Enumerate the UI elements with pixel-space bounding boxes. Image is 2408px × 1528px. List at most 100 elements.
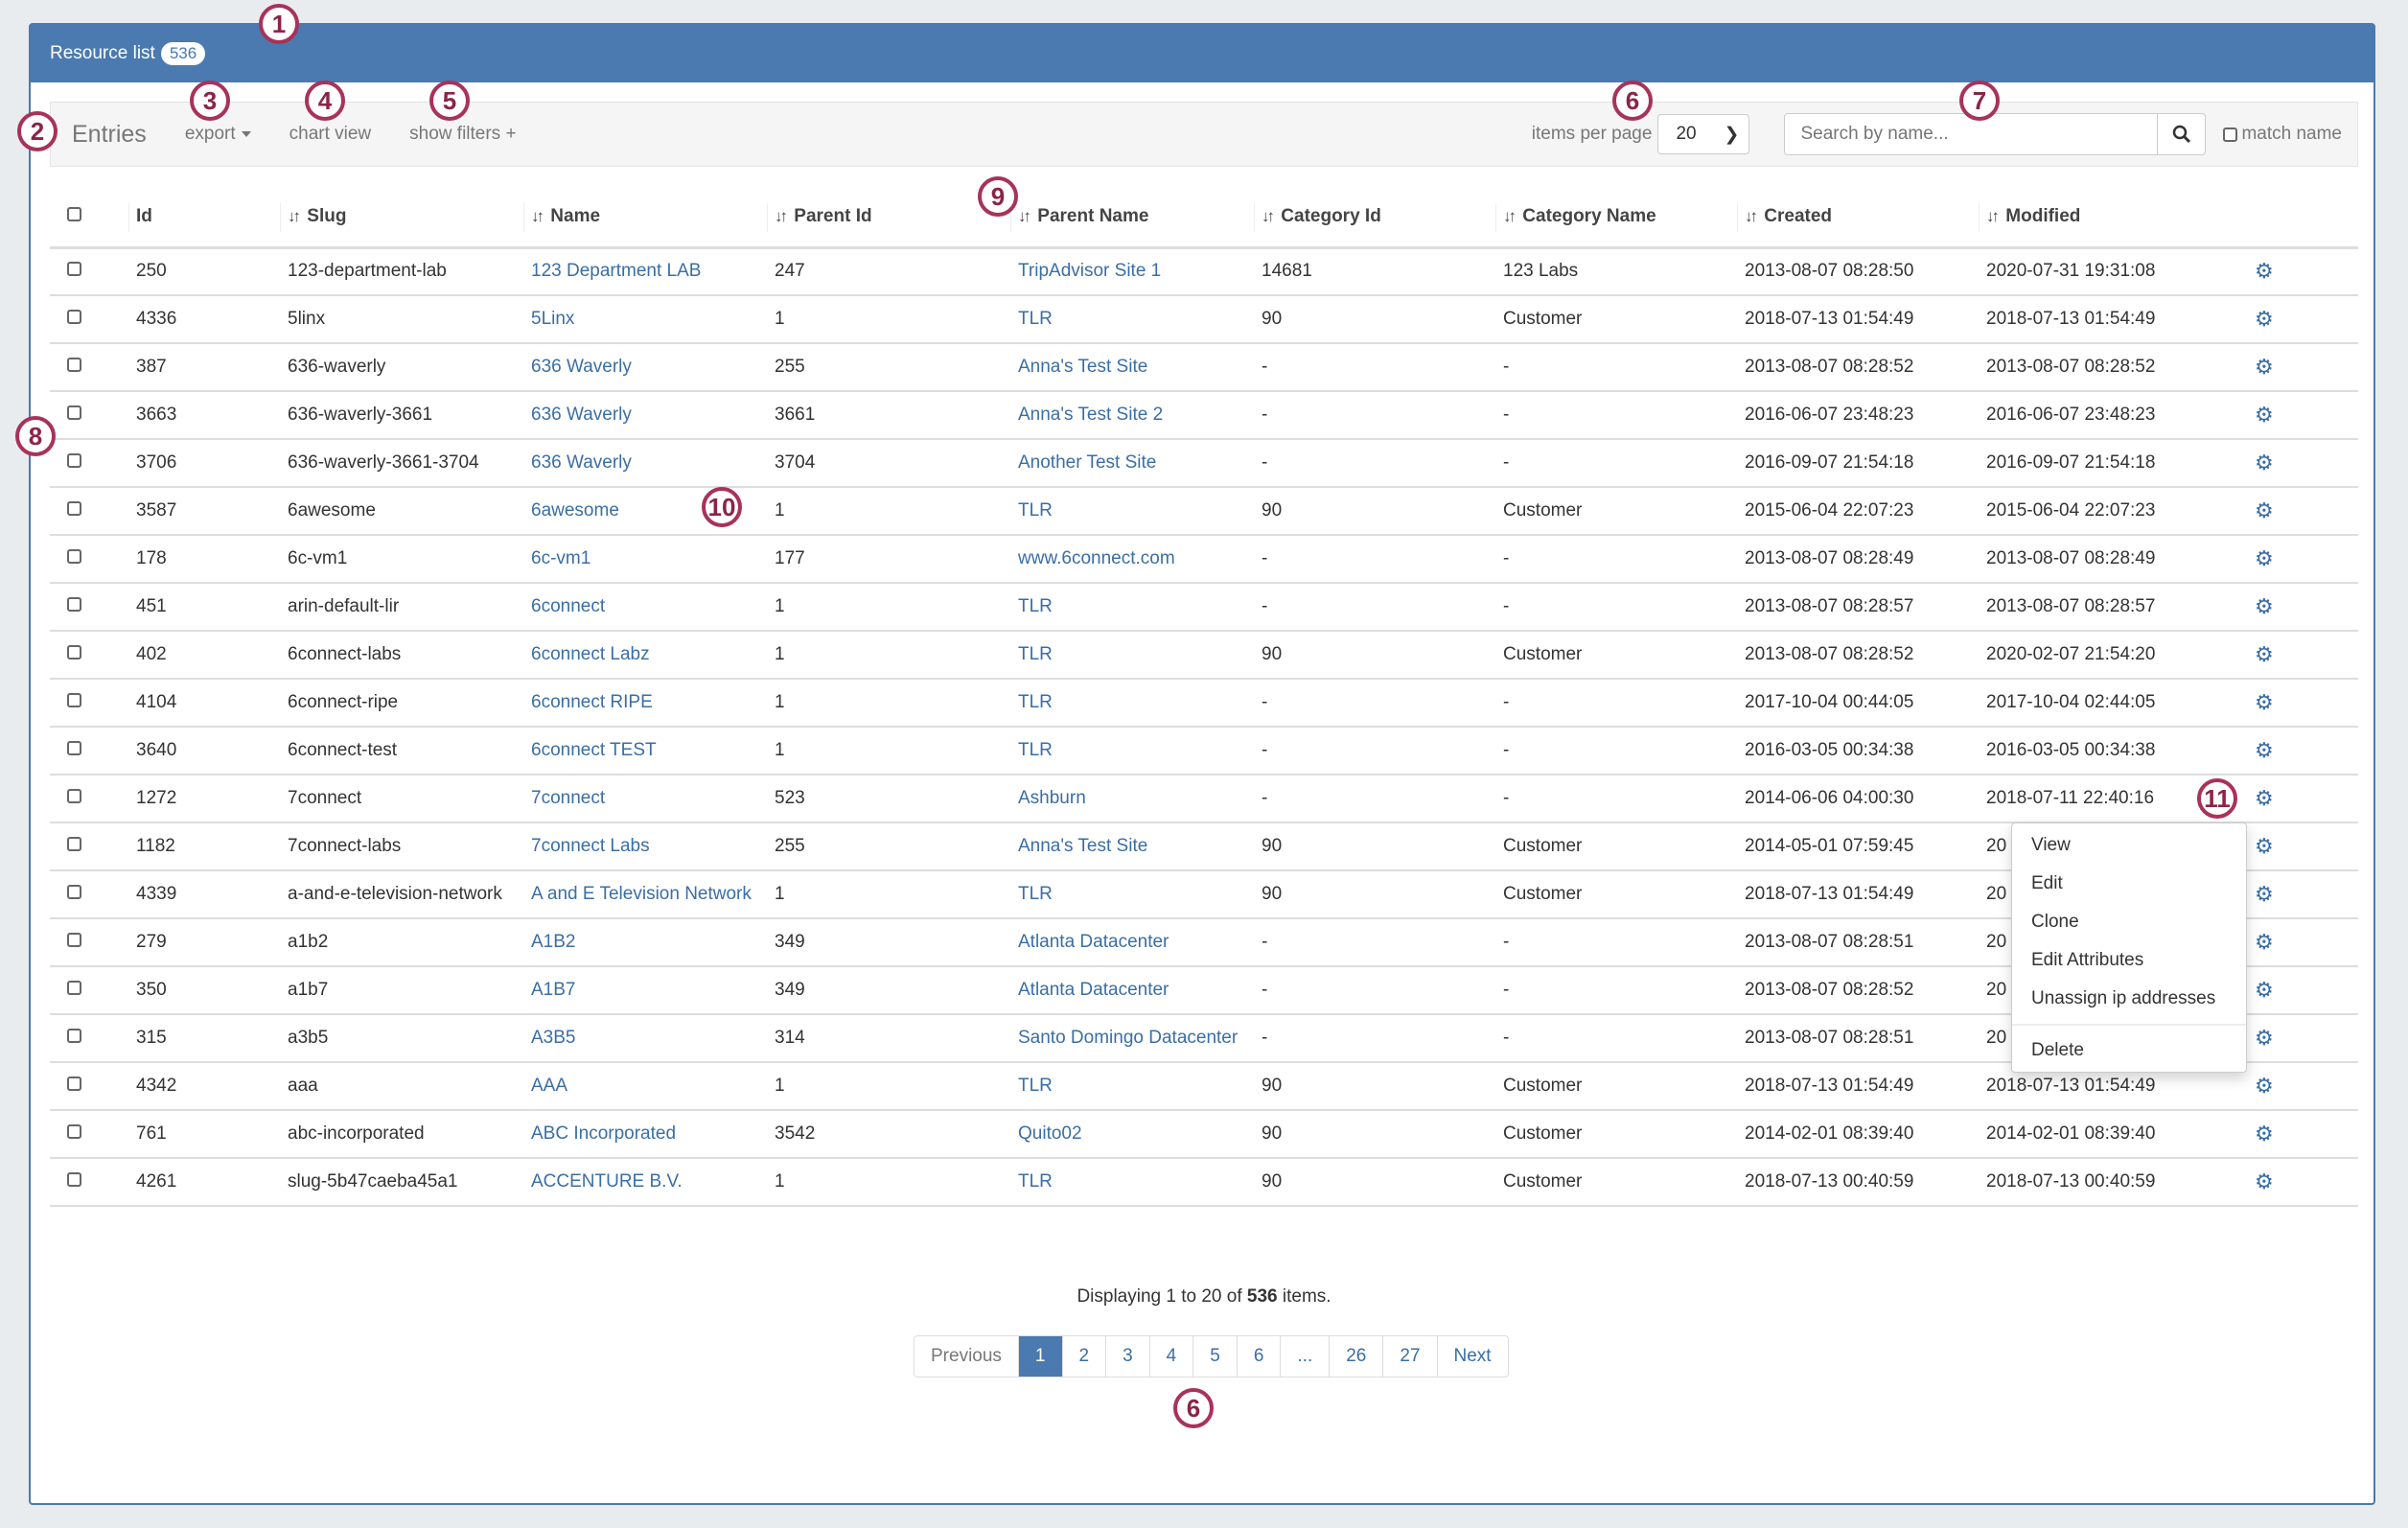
menu-item-unassign-ip-addresses[interactable]: Unassign ip addresses <box>2031 988 2216 1008</box>
gear-icon[interactable]: ⚙ <box>2255 307 2274 331</box>
page-next[interactable]: Next <box>1436 1336 1508 1377</box>
gear-icon[interactable]: ⚙ <box>2255 1074 2274 1098</box>
gear-icon[interactable]: ⚙ <box>2255 978 2274 1002</box>
parent-name-link[interactable]: Atlanta Datacenter <box>1018 980 1169 1000</box>
name-link[interactable]: 7connect Labs <box>531 836 650 856</box>
name-link[interactable]: A1B2 <box>531 932 576 952</box>
name-link[interactable]: 6c-vm1 <box>531 548 591 568</box>
row-checkbox[interactable] <box>67 885 81 899</box>
parent-name-link[interactable]: Ashburn <box>1018 788 1086 808</box>
export-dropdown[interactable]: export <box>185 124 251 145</box>
column-header-id[interactable]: Id <box>128 188 288 249</box>
gear-icon[interactable]: ⚙ <box>2255 403 2274 427</box>
page-4[interactable]: 4 <box>1148 1336 1193 1377</box>
name-link[interactable]: A3B5 <box>531 1028 576 1048</box>
gear-icon[interactable]: ⚙ <box>2255 355 2274 379</box>
page-2[interactable]: 2 <box>1061 1336 1106 1377</box>
page-27[interactable]: 27 <box>1382 1336 1436 1377</box>
parent-name-link[interactable]: TLR <box>1018 644 1053 664</box>
menu-item-delete[interactable]: Delete <box>2031 1040 2084 1060</box>
select-all-checkbox[interactable] <box>67 207 81 222</box>
page-26[interactable]: 26 <box>1329 1336 1382 1377</box>
parent-name-link[interactable]: TLR <box>1018 309 1053 329</box>
column-header-name[interactable]: ↓↑ Name <box>523 188 775 249</box>
row-checkbox[interactable] <box>67 645 81 660</box>
menu-item-edit[interactable]: Edit <box>2031 873 2063 893</box>
row-checkbox[interactable] <box>67 1029 81 1043</box>
page-1[interactable]: 1 <box>1017 1336 1062 1377</box>
page-previous[interactable]: Previous <box>931 1346 1002 1366</box>
name-link[interactable]: 636 Waverly <box>531 357 632 377</box>
search-input[interactable] <box>1785 114 2158 154</box>
gear-icon[interactable]: ⚙ <box>2255 1026 2274 1050</box>
row-checkbox[interactable] <box>67 741 81 755</box>
parent-name-link[interactable]: Santo Domingo Datacenter <box>1018 1028 1239 1048</box>
row-checkbox[interactable] <box>67 1124 81 1139</box>
page-6[interactable]: 6 <box>1236 1336 1281 1377</box>
name-link[interactable]: 636 Waverly <box>531 405 632 425</box>
name-link[interactable]: 7connect <box>531 788 606 808</box>
row-checkbox[interactable] <box>67 358 81 372</box>
checkbox[interactable] <box>2223 127 2238 142</box>
row-checkbox[interactable] <box>67 262 81 277</box>
name-link[interactable]: AAA <box>531 1076 568 1096</box>
parent-name-link[interactable]: TLR <box>1018 884 1053 904</box>
gear-icon[interactable]: ⚙ <box>2255 1122 2274 1146</box>
parent-name-link[interactable]: TLR <box>1018 1076 1053 1096</box>
gear-icon[interactable]: ⚙ <box>2255 930 2274 954</box>
name-link[interactable]: 636 Waverly <box>531 452 632 473</box>
name-link[interactable]: 6connect RIPE <box>531 692 653 712</box>
row-checkbox[interactable] <box>67 981 81 995</box>
gear-icon[interactable]: ⚙ <box>2255 594 2274 618</box>
row-checkbox[interactable] <box>67 549 81 564</box>
chart-view-link[interactable]: chart view <box>289 124 372 144</box>
search-button[interactable] <box>2157 114 2205 154</box>
parent-name-link[interactable]: TLR <box>1018 596 1053 616</box>
gear-icon[interactable]: ⚙ <box>2255 451 2274 475</box>
page-5[interactable]: 5 <box>1192 1336 1237 1377</box>
menu-item-edit-attributes[interactable]: Edit Attributes <box>2031 950 2144 970</box>
column-header-modified[interactable]: ↓↑ Modified <box>1979 188 2228 249</box>
parent-name-link[interactable]: Another Test Site <box>1018 452 1157 473</box>
name-link[interactable]: 6connect TEST <box>531 740 657 760</box>
parent-name-link[interactable]: Quito02 <box>1018 1123 1082 1144</box>
row-checkbox[interactable] <box>67 789 81 803</box>
parent-name-link[interactable]: TripAdvisor Site 1 <box>1018 261 1162 282</box>
gear-icon[interactable]: ⚙ <box>2255 642 2274 666</box>
row-checkbox[interactable] <box>67 310 81 324</box>
name-link[interactable]: 5Linx <box>531 309 575 329</box>
column-header-parent-id[interactable]: ↓↑ Parent Id <box>767 188 1018 249</box>
parent-name-link[interactable]: TLR <box>1018 500 1053 521</box>
row-checkbox[interactable] <box>67 1172 81 1187</box>
row-checkbox[interactable] <box>67 933 81 947</box>
page-ellipsis[interactable]: ... <box>1280 1336 1329 1377</box>
row-checkbox[interactable] <box>67 405 81 420</box>
parent-name-link[interactable]: Anna's Test Site <box>1018 357 1148 377</box>
gear-icon[interactable]: ⚙ <box>2255 786 2274 810</box>
column-header-created[interactable]: ↓↑ Created <box>1737 188 1986 249</box>
gear-icon[interactable]: ⚙ <box>2255 1169 2274 1193</box>
name-link[interactable]: 6connect <box>531 596 606 616</box>
parent-name-link[interactable]: TLR <box>1018 692 1053 712</box>
parent-name-link[interactable]: Anna's Test Site <box>1018 836 1148 856</box>
menu-item-view[interactable]: View <box>2031 835 2071 855</box>
name-link[interactable]: 123 Department LAB <box>531 261 702 282</box>
parent-name-link[interactable]: Anna's Test Site 2 <box>1018 405 1164 425</box>
gear-icon[interactable]: ⚙ <box>2255 882 2274 906</box>
parent-name-link[interactable]: www.6connect.com <box>1018 548 1175 568</box>
name-link[interactable]: 6connect Labz <box>531 644 650 664</box>
menu-item-clone[interactable]: Clone <box>2031 912 2079 932</box>
name-link[interactable]: ABC Incorporated <box>531 1123 677 1144</box>
gear-icon[interactable]: ⚙ <box>2255 546 2274 570</box>
column-header-category-name[interactable]: ↓↑ Category Name <box>1495 188 1745 249</box>
name-link[interactable]: A and E Television Network <box>531 884 752 904</box>
parent-name-link[interactable]: Atlanta Datacenter <box>1018 932 1169 952</box>
page-3[interactable]: 3 <box>1105 1336 1149 1377</box>
gear-icon[interactable]: ⚙ <box>2255 690 2274 714</box>
row-checkbox[interactable] <box>67 453 81 468</box>
name-link[interactable]: A1B7 <box>531 980 576 1000</box>
parent-name-link[interactable]: TLR <box>1018 740 1053 760</box>
row-checkbox[interactable] <box>67 501 81 516</box>
name-link[interactable]: 6awesome <box>531 500 619 521</box>
items-per-page-select[interactable]: 20 ❯ <box>1657 114 1750 154</box>
